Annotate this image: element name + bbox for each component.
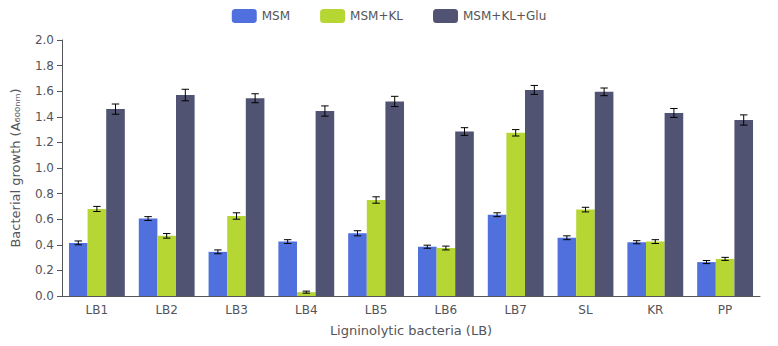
svg-text:LB7: LB7 xyxy=(504,303,527,317)
svg-text:Ligninolytic bacteria (LB): Ligninolytic bacteria (LB) xyxy=(330,323,492,338)
svg-text:LB4: LB4 xyxy=(295,303,318,317)
svg-text:0.0: 0.0 xyxy=(35,289,54,303)
svg-text:0.6: 0.6 xyxy=(35,212,54,226)
svg-text:LB1: LB1 xyxy=(86,303,109,317)
svg-text:LB5: LB5 xyxy=(365,303,388,317)
svg-text:1.8: 1.8 xyxy=(35,59,54,73)
svg-text:MSM+KL: MSM+KL xyxy=(350,9,403,23)
svg-text:1.6: 1.6 xyxy=(35,84,54,98)
svg-text:0.4: 0.4 xyxy=(35,238,54,252)
svg-text:PP: PP xyxy=(718,303,732,317)
svg-text:1.4: 1.4 xyxy=(35,110,54,124)
svg-text:SL: SL xyxy=(578,303,593,317)
svg-text:KR: KR xyxy=(647,303,663,317)
svg-text:0.8: 0.8 xyxy=(35,187,54,201)
svg-text:0.2: 0.2 xyxy=(35,263,54,277)
svg-text:LB6: LB6 xyxy=(435,303,458,317)
svg-text:Bacterial growth (A₆₀₀ₙₘ): Bacterial growth (A₆₀₀ₙₘ) xyxy=(8,88,23,247)
svg-text:MSM+KL+Glu: MSM+KL+Glu xyxy=(463,9,546,23)
svg-text:2.0: 2.0 xyxy=(35,33,54,47)
svg-text:LB2: LB2 xyxy=(155,303,178,317)
svg-text:MSM: MSM xyxy=(262,9,290,23)
svg-text:LB3: LB3 xyxy=(225,303,248,317)
svg-text:1.0: 1.0 xyxy=(35,161,54,175)
svg-text:1.2: 1.2 xyxy=(35,135,54,149)
